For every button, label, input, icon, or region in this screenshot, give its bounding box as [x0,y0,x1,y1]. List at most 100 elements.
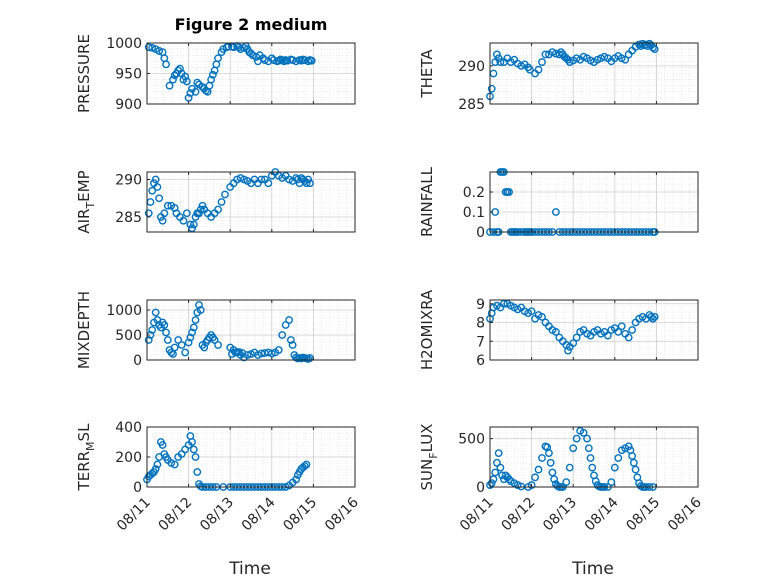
data-point [527,481,536,489]
data-point [505,475,513,484]
data-point [541,50,550,59]
subplot-5: 0 500 1000 MIXDEPTH [75,291,356,369]
data-point [151,308,160,317]
data-point [267,349,276,358]
data-point [548,468,557,477]
x-axis-label: Time [228,559,271,579]
data-point [534,465,543,474]
data-point [238,349,247,357]
data-point [144,209,153,218]
y-tick-label: 500 [458,432,485,448]
data-point [538,58,546,66]
data-point [207,75,216,84]
data-point [278,56,287,64]
data-point [196,306,205,314]
data-point [153,460,162,469]
data-point [304,57,313,66]
plot-area [490,172,698,232]
data-point [491,468,500,477]
subplot-2: 285 290 THETA [418,39,699,113]
data-point [221,190,229,199]
data-point [499,299,508,308]
data-point [628,452,637,460]
y-tick-label: 1000 [106,36,142,52]
data-point [210,336,219,344]
y-axis-label: H2OMIXRA [418,289,436,370]
data-point [188,328,196,337]
data-point [649,43,657,52]
y-tick-label: 0 [476,225,485,241]
data-point [158,216,167,225]
data-point [186,89,195,97]
data-point [565,463,574,472]
data-point [572,434,581,443]
data-point [214,54,222,63]
data-point [551,327,560,336]
data-point [496,463,505,472]
data-point [614,327,623,336]
data-point [234,348,243,356]
data-point [148,43,157,52]
axes-box [146,299,356,361]
data-point [631,465,640,474]
data-point [286,336,295,344]
data-point [214,341,222,349]
data-point [196,205,205,214]
data-point [496,58,505,66]
data-point [617,322,626,331]
y-axis-label: MIXDEPTH [75,291,93,369]
y-tick-label: 9 [476,297,485,313]
y-tick-label: 950 [115,67,142,83]
data-point [188,224,196,233]
y-tick-label: 0.1 [463,205,485,221]
data-point [278,331,287,339]
data-point [588,463,597,472]
data-point [285,316,294,324]
data-point [217,198,226,206]
axes-box [146,171,356,233]
data-point [191,87,200,96]
subplot-4: 0 0.1 0.2 RAINFALL [418,166,699,241]
data-point [153,183,162,191]
data-point [306,179,314,188]
data-point [624,442,633,451]
data-point [274,346,283,354]
data-point [188,438,196,446]
data-point [160,321,169,329]
y-tick-label: 900 [115,97,142,113]
data-point [158,441,167,449]
data-point [487,84,496,93]
y-tick-label: 285 [458,97,485,113]
data-point [189,445,198,454]
data-point [283,56,292,65]
y-tick-label: 200 [115,450,142,466]
data-point [181,72,190,81]
data-point [193,468,202,476]
data-point [165,81,174,90]
data-point [160,209,169,218]
data-point [144,336,153,344]
data-point [208,70,217,79]
y-tick-label: 290 [115,173,142,189]
y-tick-label: 400 [115,420,142,436]
axes-box [489,42,699,105]
data-point [179,216,188,225]
y-axis-label: THETA [418,49,436,99]
data-point [628,326,637,334]
data-point [200,343,209,352]
data-point [292,174,300,182]
data-point [591,477,600,486]
y-tick-label: 0 [133,353,142,369]
data-point [569,444,578,453]
data-point [174,336,183,344]
data-point [292,57,300,66]
data-point [302,460,311,469]
data-point [307,56,316,65]
data-point [167,348,176,357]
data-point [527,307,536,316]
data-point [531,473,539,482]
data-point [610,463,619,472]
data-point [647,312,656,321]
data-point [186,333,195,342]
